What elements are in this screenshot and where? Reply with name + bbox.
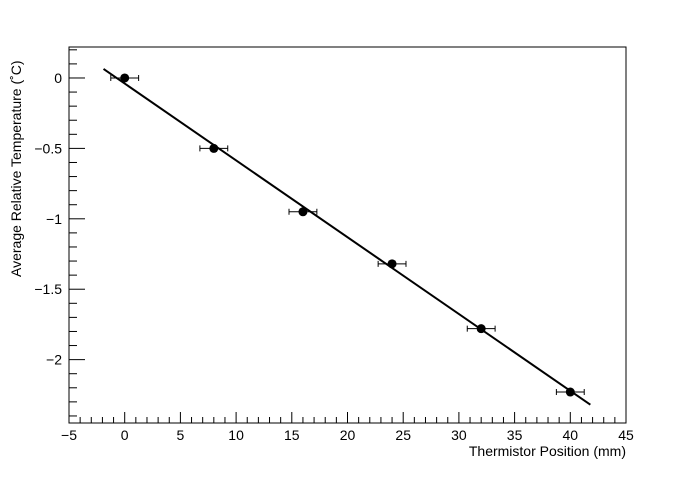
data-point	[209, 143, 219, 153]
y-tick-label: −1.5	[34, 281, 62, 297]
y-tick-label: −2	[46, 352, 62, 368]
x-tick-label: 5	[177, 427, 185, 443]
x-tick-label: 45	[618, 427, 634, 443]
x-tick-label: 0	[121, 427, 129, 443]
y-tick-label: 0	[54, 70, 62, 86]
data-point	[565, 387, 575, 397]
data-point	[120, 73, 130, 83]
y-axis-label: Average Relative Temperature (˚C)	[8, 60, 24, 277]
x-tick-label: 15	[284, 427, 300, 443]
y-axis: 0 −0.5 −1 −1.5 −2	[34, 49, 85, 417]
x-tick-label: −5	[61, 427, 77, 443]
x-tick-label: 40	[563, 427, 579, 443]
y-tick-label: −1	[46, 211, 62, 227]
x-axis-label: Thermistor Position (mm)	[469, 443, 626, 459]
x-tick-label: 35	[507, 427, 523, 443]
data-point	[298, 207, 308, 217]
x-tick-label: 20	[340, 427, 356, 443]
x-axis: −5 0 5 10 15 20 25 30 35 40 45	[61, 412, 634, 443]
x-tick-label: 30	[451, 427, 467, 443]
data-marks	[102, 68, 591, 406]
data-point	[387, 259, 397, 269]
data-point	[476, 324, 486, 334]
fit-line	[102, 68, 591, 406]
x-tick-label: 25	[395, 427, 411, 443]
y-tick-label: −0.5	[34, 140, 62, 156]
x-tick-label: 10	[228, 427, 244, 443]
